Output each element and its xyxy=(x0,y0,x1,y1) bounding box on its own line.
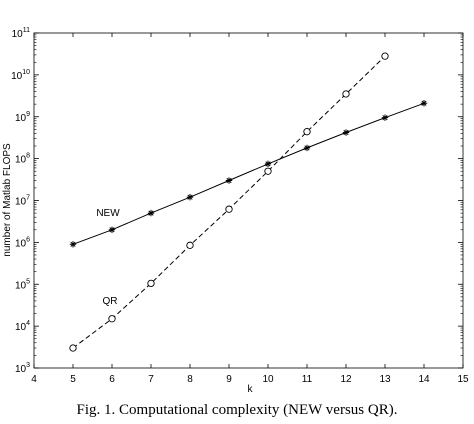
caption: Fig. 1. Computational complexity (NEW ve… xyxy=(77,402,398,418)
marker xyxy=(186,241,194,249)
plot-frame xyxy=(33,32,464,369)
marker xyxy=(108,315,116,323)
y-tick-label: 109 xyxy=(15,111,30,124)
y-tick-label: 1010 xyxy=(11,69,30,82)
y-tick-label: 104 xyxy=(15,320,30,333)
series-line xyxy=(72,55,386,349)
x-tick-label: 14 xyxy=(418,374,430,385)
y-tick-label: 1011 xyxy=(12,27,30,40)
marker xyxy=(264,160,272,168)
x-tick-label: 13 xyxy=(379,374,391,385)
y-tick-label: 105 xyxy=(15,278,30,291)
marker xyxy=(381,52,389,60)
marker xyxy=(420,100,428,107)
x-tick-label: 8 xyxy=(187,374,193,385)
y-tick-label: 106 xyxy=(15,236,30,249)
marker xyxy=(342,90,350,98)
marker xyxy=(303,128,311,136)
series-label: QR xyxy=(103,296,118,307)
marker xyxy=(303,144,311,152)
x-tick-label: 10 xyxy=(262,374,274,385)
x-axis-label: k xyxy=(248,384,254,395)
x-tick-label: 11 xyxy=(302,374,313,385)
x-tick-label: 4 xyxy=(31,374,37,385)
y-tick-label: 107 xyxy=(15,195,30,208)
y-axis-label: number of Matlab FLOPS xyxy=(2,143,13,257)
series-line xyxy=(72,102,425,245)
x-tick-label: 7 xyxy=(148,374,154,385)
marker xyxy=(342,129,350,136)
y-tick-label: 103 xyxy=(15,362,30,375)
marker xyxy=(264,167,272,175)
x-tick-label: 9 xyxy=(226,374,232,385)
marker xyxy=(225,177,233,184)
marker xyxy=(186,193,194,201)
marker xyxy=(69,241,77,248)
series-label: NEW xyxy=(96,208,120,219)
y-tick-label: 108 xyxy=(15,153,30,166)
marker xyxy=(108,226,116,233)
marker xyxy=(147,209,155,217)
x-tick-label: 15 xyxy=(457,374,469,385)
marker xyxy=(69,344,77,352)
marker xyxy=(147,279,155,288)
marker xyxy=(381,114,389,121)
x-tick-label: 5 xyxy=(70,374,76,385)
marker xyxy=(225,205,233,213)
x-tick-label: 12 xyxy=(340,374,352,385)
x-tick-label: 6 xyxy=(109,374,115,385)
